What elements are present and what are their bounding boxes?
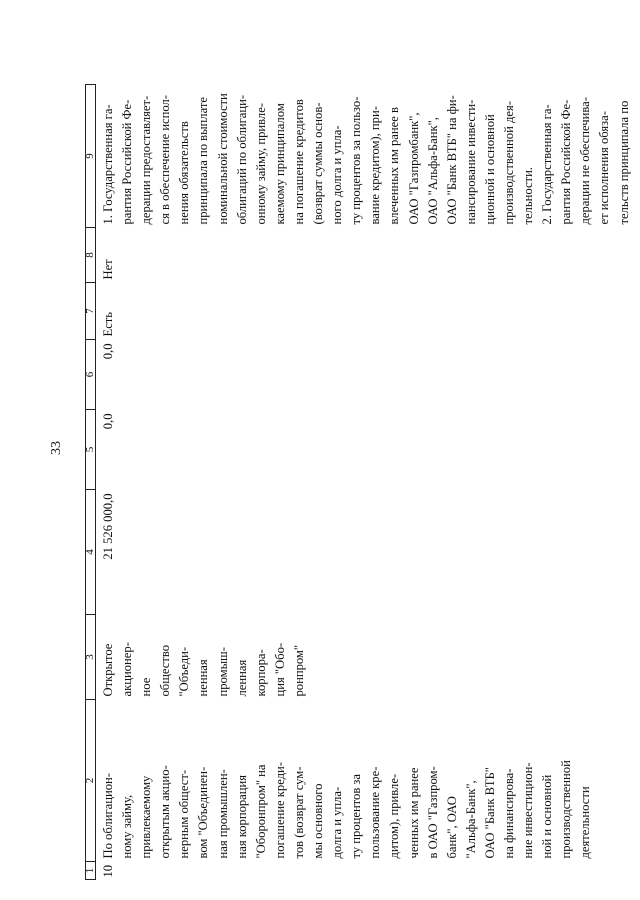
header-col-5: 5 <box>84 409 96 490</box>
col7-value: Есть <box>101 311 115 337</box>
header-col-1: 1 <box>84 861 96 880</box>
header-col-3: 3 <box>84 614 96 700</box>
col5-value: 0,0 <box>101 413 115 430</box>
obligation-description: По облигацион- ному займу, привлекаемому… <box>101 760 593 859</box>
principal-name: Открытое акционер- ное общество "Объеди-… <box>101 642 306 697</box>
col8-value: Нет <box>101 259 115 280</box>
header-col-4: 4 <box>84 489 96 615</box>
guarantee-conditions: 1. Государственная га- рантия Российской… <box>101 93 631 225</box>
col6-value: 0,0 <box>101 343 115 360</box>
header-col-8: 8 <box>84 227 96 283</box>
header-col-7: 7 <box>84 282 96 340</box>
page-number: 33 <box>49 441 64 455</box>
guarantees-table: 1 2 3 4 5 6 7 8 9 10 По облигацион- ному… <box>84 84 634 880</box>
header-col-6: 6 <box>84 339 96 410</box>
row-number: 10 <box>101 864 115 878</box>
rotated-table-container: 1 2 3 4 5 6 7 8 9 10 По облигацион- ному… <box>84 84 631 880</box>
header-row: 1 2 3 4 5 6 7 8 9 <box>84 84 96 880</box>
header-col-9: 9 <box>84 84 96 228</box>
table-row: 10 По облигацион- ному займу, привлекаем… <box>96 85 634 880</box>
header-col-2: 2 <box>84 699 96 862</box>
guarantee-amount: 21 526 000,0 <box>101 493 115 560</box>
